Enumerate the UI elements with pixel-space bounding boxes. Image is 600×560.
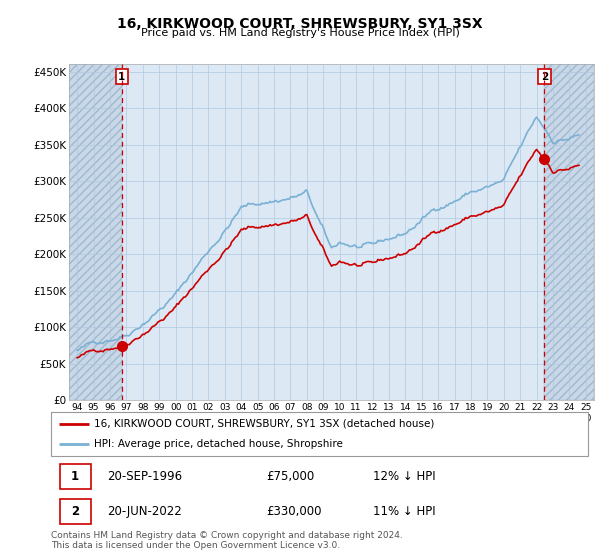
Bar: [544, 64, 594, 400]
Text: 2: 2: [71, 505, 79, 519]
Text: Contains HM Land Registry data © Crown copyright and database right 2024.
This d: Contains HM Land Registry data © Crown c…: [51, 531, 403, 550]
Text: HPI: Average price, detached house, Shropshire: HPI: Average price, detached house, Shro…: [94, 439, 343, 449]
FancyBboxPatch shape: [59, 500, 91, 524]
FancyBboxPatch shape: [51, 412, 588, 456]
Text: £330,000: £330,000: [266, 505, 322, 519]
Text: 12% ↓ HPI: 12% ↓ HPI: [373, 470, 436, 483]
Text: 16, KIRKWOOD COURT, SHREWSBURY, SY1 3SX (detached house): 16, KIRKWOOD COURT, SHREWSBURY, SY1 3SX …: [94, 419, 434, 429]
Text: 2: 2: [541, 72, 548, 82]
Text: 20-SEP-1996: 20-SEP-1996: [107, 470, 182, 483]
Text: 11% ↓ HPI: 11% ↓ HPI: [373, 505, 436, 519]
Text: Price paid vs. HM Land Registry's House Price Index (HPI): Price paid vs. HM Land Registry's House …: [140, 28, 460, 38]
Text: 1: 1: [118, 72, 125, 82]
Bar: [69, 64, 122, 400]
FancyBboxPatch shape: [59, 464, 91, 489]
Text: 20-JUN-2022: 20-JUN-2022: [107, 505, 182, 519]
Text: £75,000: £75,000: [266, 470, 314, 483]
Text: 1: 1: [71, 470, 79, 483]
Text: 16, KIRKWOOD COURT, SHREWSBURY, SY1 3SX: 16, KIRKWOOD COURT, SHREWSBURY, SY1 3SX: [117, 17, 483, 31]
